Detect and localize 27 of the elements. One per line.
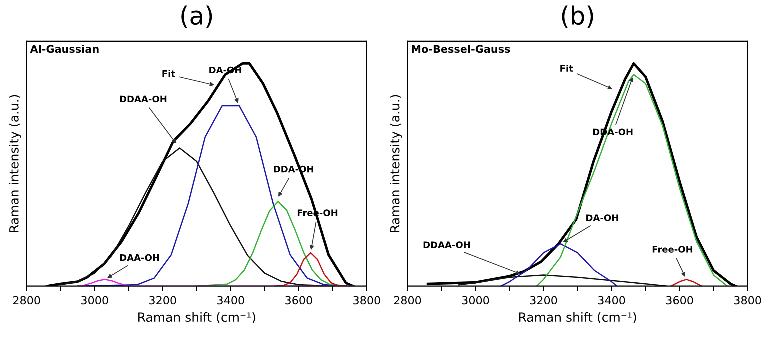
chart-title: (b) [562, 6, 594, 28]
x-tick-label: 3000 [82, 296, 108, 305]
y-axis-title: Raman intensity (a.u.) [9, 95, 22, 232]
x-tick-label: 3200 [530, 296, 558, 305]
x-tick-label: 3200 [150, 296, 176, 305]
chart-title: (a) [182, 6, 212, 28]
annotation: DDAA-OH [424, 242, 470, 248]
annotation: DDAA-OH [120, 96, 167, 103]
x-axis-title: Raman shift (cm⁻¹) [519, 312, 636, 324]
annotation: DAA-OH [120, 254, 160, 262]
annotation: Fit [162, 70, 176, 78]
x-tick-label: 3000 [462, 296, 490, 305]
x-tick-label: 3800 [354, 296, 380, 305]
x-tick-label: 3600 [286, 296, 312, 305]
annotation: Free-OH [652, 246, 693, 253]
x-tick-label: 3600 [666, 296, 694, 305]
x-tick-label: 2800 [394, 296, 422, 305]
annotation: Fit [560, 64, 574, 72]
x-tick-label: 3800 [734, 296, 762, 305]
y-axis-title: Raman intensity (a.u.) [390, 95, 402, 232]
annotation: DA-OH [586, 214, 618, 222]
x-tick-label: 3400 [598, 296, 626, 305]
x-tick-label: 3400 [218, 296, 244, 305]
x-tick-label: 2800 [14, 296, 40, 305]
chart-subtitle: Al-Gaussian [30, 45, 99, 54]
chart-subtitle: Mo-Bessel-Gauss [412, 45, 510, 54]
x-axis-title: Raman shift (cm⁻¹) [138, 312, 256, 324]
